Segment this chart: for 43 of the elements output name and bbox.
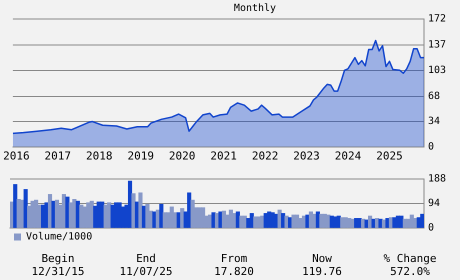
bar: [138, 192, 143, 228]
text: % Change: [382, 252, 438, 265]
bar: [420, 214, 424, 228]
x-tick-label: 2023: [293, 149, 320, 162]
y-tick-label: 0: [428, 222, 434, 234]
x-tick-label: 2019: [127, 149, 154, 162]
x-tick-label: 2024: [334, 149, 362, 162]
y-tick-label: 137: [428, 40, 446, 51]
text: 12/31/15: [30, 265, 86, 278]
text: From: [220, 252, 248, 265]
x-tick-label: 2022: [252, 149, 278, 162]
bar: [368, 216, 372, 228]
bar: [24, 189, 28, 228]
text: Begin: [40, 252, 76, 265]
bar: [250, 213, 254, 228]
x-tick-label: 2025: [376, 149, 403, 162]
x-tick-label: 2021: [210, 149, 237, 162]
y-tick-label: 188: [428, 174, 446, 185]
y-tick-label: 94: [428, 198, 440, 210]
x-tick-label: 2016: [3, 149, 30, 162]
text: 572.0%: [389, 265, 431, 278]
chart-title: Monthly: [232, 3, 278, 14]
y-tick-label: 103: [428, 64, 446, 76]
y-tick-label: 0: [428, 141, 434, 152]
text: 17.820: [213, 265, 255, 278]
y-tick-label: 34: [428, 116, 440, 128]
y-tick-label: 68: [428, 90, 440, 102]
x-tick-label: 2018: [86, 149, 112, 162]
bar: [180, 208, 184, 228]
text: End: [135, 252, 157, 265]
bar: [399, 216, 404, 228]
bar: [170, 206, 174, 228]
bar: [336, 216, 341, 228]
text: 11/07/25: [118, 265, 174, 278]
x-tick-label: 2017: [44, 149, 72, 162]
bar: [13, 184, 18, 228]
text: 119.76: [301, 265, 343, 278]
y-tick-label: 172: [428, 14, 446, 25]
legend-label: Volume/1000: [26, 232, 92, 243]
bar: [294, 214, 300, 228]
text: Now: [311, 252, 333, 265]
x-tick-label: 2020: [168, 149, 196, 162]
bar: [344, 217, 348, 228]
